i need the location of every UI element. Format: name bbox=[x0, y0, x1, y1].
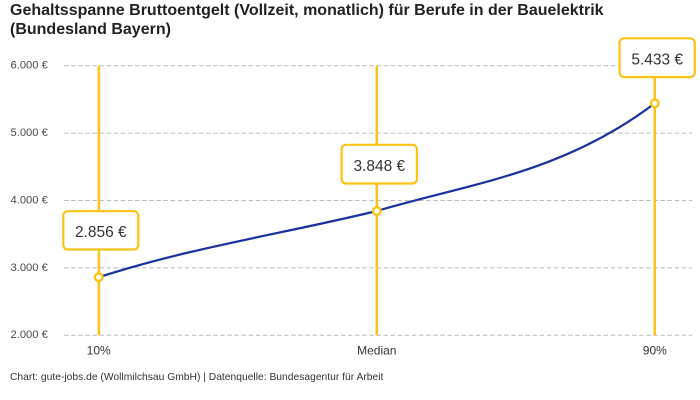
svg-text:4.000 €: 4.000 € bbox=[11, 194, 49, 206]
svg-text:3.000 €: 3.000 € bbox=[11, 262, 49, 274]
svg-text:90%: 90% bbox=[643, 344, 667, 358]
svg-text:10%: 10% bbox=[87, 344, 111, 358]
svg-text:Median: Median bbox=[357, 344, 396, 358]
svg-text:6.000 €: 6.000 € bbox=[11, 60, 49, 72]
svg-text:5.433 €: 5.433 € bbox=[631, 52, 683, 69]
svg-text:5.000 €: 5.000 € bbox=[11, 127, 49, 139]
svg-text:2.000 €: 2.000 € bbox=[11, 329, 49, 341]
svg-text:3.848 €: 3.848 € bbox=[353, 158, 405, 175]
svg-text:2.856 €: 2.856 € bbox=[75, 224, 127, 241]
